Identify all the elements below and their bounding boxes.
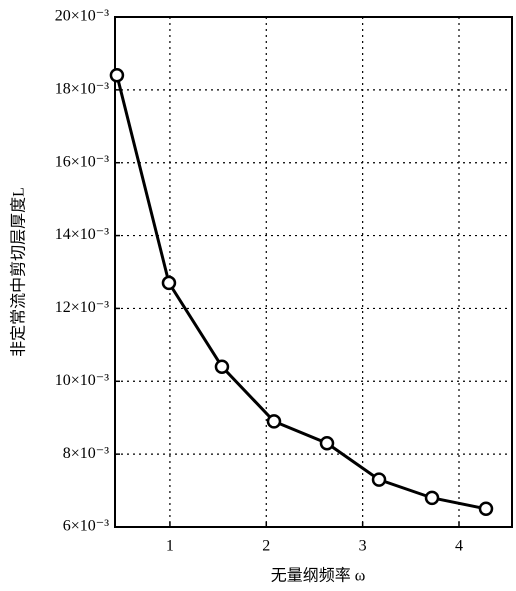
y-tick-label: 10×10⁻³ bbox=[55, 372, 109, 389]
y-tick-label: 12×10⁻³ bbox=[55, 299, 109, 316]
data-marker bbox=[214, 359, 230, 374]
data-marker bbox=[371, 472, 387, 487]
y-tick-label: 20×10⁻³ bbox=[55, 8, 109, 25]
y-axis-label: 非定常流中剪切层厚度L bbox=[10, 187, 28, 357]
data-marker bbox=[161, 275, 177, 291]
y-tick-label: 14×10⁻³ bbox=[55, 226, 109, 243]
y-tick-label: 6×10⁻³ bbox=[63, 518, 109, 535]
data-marker bbox=[424, 490, 440, 506]
x-axis-label: 无量纲频率 ω bbox=[271, 567, 366, 585]
x-tick-label: 1 bbox=[166, 538, 174, 555]
data-marker bbox=[266, 414, 282, 429]
plot-frame bbox=[114, 16, 513, 528]
y-tick-label: 16×10⁻³ bbox=[55, 153, 109, 170]
y-tick-label: 18×10⁻³ bbox=[55, 81, 109, 98]
data-marker bbox=[478, 501, 494, 517]
x-tick-label: 3 bbox=[359, 538, 367, 555]
x-tick-label: 2 bbox=[262, 538, 270, 555]
x-tick-label: 4 bbox=[455, 538, 463, 555]
y-tick-label: 8×10⁻³ bbox=[63, 445, 109, 462]
data-line bbox=[115, 74, 487, 511]
data-marker bbox=[319, 435, 335, 451]
data-marker bbox=[109, 68, 125, 83]
